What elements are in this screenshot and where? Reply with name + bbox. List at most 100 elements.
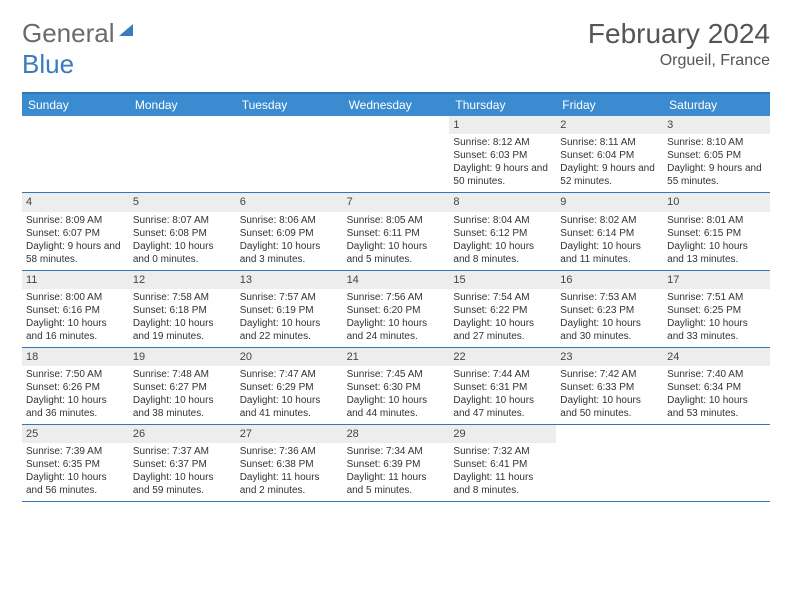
weekday-label: Monday — [129, 94, 236, 116]
sunrise-line: Sunrise: 8:06 AM — [240, 214, 339, 227]
sunset-line: Sunset: 6:37 PM — [133, 458, 232, 471]
daylight-line: Daylight: 9 hours and 58 minutes. — [26, 240, 125, 266]
day-number: 18 — [22, 348, 129, 366]
sunset-line: Sunset: 6:29 PM — [240, 381, 339, 394]
day-cell: . — [663, 425, 770, 501]
day-number: 19 — [129, 348, 236, 366]
daylight-line: Daylight: 9 hours and 55 minutes. — [667, 162, 766, 188]
daylight-line: Daylight: 10 hours and 56 minutes. — [26, 471, 125, 497]
sunrise-line: Sunrise: 7:45 AM — [347, 368, 446, 381]
day-number: 27 — [236, 425, 343, 443]
day-number: 21 — [343, 348, 450, 366]
day-cell: 9 Sunrise: 8:02 AMSunset: 6:14 PMDaylight… — [556, 193, 663, 269]
sunset-line: Sunset: 6:04 PM — [560, 149, 659, 162]
sunset-line: Sunset: 6:22 PM — [453, 304, 552, 317]
weekday-label: Friday — [556, 94, 663, 116]
day-number: 20 — [236, 348, 343, 366]
day-number: 12 — [129, 271, 236, 289]
day-number: 15 — [449, 271, 556, 289]
sunrise-line: Sunrise: 7:50 AM — [26, 368, 125, 381]
day-cell: 23 Sunrise: 7:42 AMSunset: 6:33 PMDayligh… — [556, 348, 663, 424]
week-row: 4Sunrise: 8:09 AMSunset: 6:07 PMDaylight… — [22, 193, 770, 270]
sunset-line: Sunset: 6:33 PM — [560, 381, 659, 394]
sunset-line: Sunset: 6:20 PM — [347, 304, 446, 317]
daylight-line: Daylight: 10 hours and 5 minutes. — [347, 240, 446, 266]
sunrise-line: Sunrise: 7:53 AM — [560, 291, 659, 304]
sunset-line: Sunset: 6:12 PM — [453, 227, 552, 240]
daylight-line: Daylight: 10 hours and 36 minutes. — [26, 394, 125, 420]
month-title: February 2024 — [588, 18, 770, 50]
day-cell: 8Sunrise: 8:04 AMSunset: 6:12 PMDaylight… — [449, 193, 556, 269]
header: General Blue February 2024 Orgueil, Fran… — [22, 18, 770, 80]
day-number: 9 — [556, 193, 663, 211]
day-cell: . — [343, 116, 450, 192]
daylight-line: Daylight: 10 hours and 16 minutes. — [26, 317, 125, 343]
day-cell: 28Sunrise: 7:34 AMSunset: 6:39 PMDayligh… — [343, 425, 450, 501]
day-cell: 14Sunrise: 7:56 AMSunset: 6:20 PMDayligh… — [343, 271, 450, 347]
sunrise-line: Sunrise: 7:32 AM — [453, 445, 552, 458]
day-cell: 7Sunrise: 8:05 AMSunset: 6:11 PMDaylight… — [343, 193, 450, 269]
weeks-container: ....1Sunrise: 8:12 AMSunset: 6:03 PMDayl… — [22, 116, 770, 502]
sunset-line: Sunset: 6:03 PM — [453, 149, 552, 162]
sunset-line: Sunset: 6:41 PM — [453, 458, 552, 471]
day-cell: 4Sunrise: 8:09 AMSunset: 6:07 PMDaylight… — [22, 193, 129, 269]
sunrise-line: Sunrise: 8:01 AM — [667, 214, 766, 227]
day-cell: 12Sunrise: 7:58 AMSunset: 6:18 PMDayligh… — [129, 271, 236, 347]
sunset-line: Sunset: 6:15 PM — [667, 227, 766, 240]
day-number: 24 — [663, 348, 770, 366]
sunrise-line: Sunrise: 7:47 AM — [240, 368, 339, 381]
sunset-line: Sunset: 6:09 PM — [240, 227, 339, 240]
sunrise-line: Sunrise: 8:02 AM — [560, 214, 659, 227]
day-cell: . — [236, 116, 343, 192]
day-cell: 2Sunrise: 8:11 AMSunset: 6:04 PMDaylight… — [556, 116, 663, 192]
daylight-line: Daylight: 9 hours and 52 minutes. — [560, 162, 659, 188]
day-cell: 29Sunrise: 7:32 AMSunset: 6:41 PMDayligh… — [449, 425, 556, 501]
day-cell: 17Sunrise: 7:51 AMSunset: 6:25 PMDayligh… — [663, 271, 770, 347]
daylight-line: Daylight: 10 hours and 11 minutes. — [560, 240, 659, 266]
daylight-line: Daylight: 10 hours and 50 minutes. — [560, 394, 659, 420]
daylight-line: Daylight: 10 hours and 19 minutes. — [133, 317, 232, 343]
sunrise-line: Sunrise: 7:44 AM — [453, 368, 552, 381]
daylight-line: Daylight: 10 hours and 59 minutes. — [133, 471, 232, 497]
daylight-line: Daylight: 10 hours and 47 minutes. — [453, 394, 552, 420]
sunset-line: Sunset: 6:26 PM — [26, 381, 125, 394]
sunset-line: Sunset: 6:19 PM — [240, 304, 339, 317]
sunrise-line: Sunrise: 7:34 AM — [347, 445, 446, 458]
sunset-line: Sunset: 6:14 PM — [560, 227, 659, 240]
day-cell: 11Sunrise: 8:00 AMSunset: 6:16 PMDayligh… — [22, 271, 129, 347]
day-number: 11 — [22, 271, 129, 289]
day-number: 5 — [129, 193, 236, 211]
sunset-line: Sunset: 6:07 PM — [26, 227, 125, 240]
week-row: 11Sunrise: 8:00 AMSunset: 6:16 PMDayligh… — [22, 271, 770, 348]
calendar-page: General Blue February 2024 Orgueil, Fran… — [0, 0, 792, 520]
day-number: 6 — [236, 193, 343, 211]
logo-word1: General — [22, 18, 115, 48]
daylight-line: Daylight: 10 hours and 44 minutes. — [347, 394, 446, 420]
sunrise-line: Sunrise: 8:07 AM — [133, 214, 232, 227]
day-number: 23 — [556, 348, 663, 366]
day-cell: 3Sunrise: 8:10 AMSunset: 6:05 PMDaylight… — [663, 116, 770, 192]
day-number: 29 — [449, 425, 556, 443]
daylight-line: Daylight: 10 hours and 30 minutes. — [560, 317, 659, 343]
sunrise-line: Sunrise: 8:09 AM — [26, 214, 125, 227]
day-number: 22 — [449, 348, 556, 366]
sunrise-line: Sunrise: 7:42 AM — [560, 368, 659, 381]
day-cell: 24Sunrise: 7:40 AMSunset: 6:34 PMDayligh… — [663, 348, 770, 424]
day-cell: 6Sunrise: 8:06 AMSunset: 6:09 PMDaylight… — [236, 193, 343, 269]
daylight-line: Daylight: 9 hours and 50 minutes. — [453, 162, 552, 188]
sunset-line: Sunset: 6:08 PM — [133, 227, 232, 240]
sunset-line: Sunset: 6:31 PM — [453, 381, 552, 394]
sunset-line: Sunset: 6:18 PM — [133, 304, 232, 317]
sunrise-line: Sunrise: 8:00 AM — [26, 291, 125, 304]
sunrise-line: Sunrise: 7:48 AM — [133, 368, 232, 381]
sunset-line: Sunset: 6:38 PM — [240, 458, 339, 471]
day-number: 2 — [556, 116, 663, 134]
day-cell: 13Sunrise: 7:57 AMSunset: 6:19 PMDayligh… — [236, 271, 343, 347]
daylight-line: Daylight: 10 hours and 0 minutes. — [133, 240, 232, 266]
logo-sail-icon — [119, 24, 133, 36]
day-cell: 27Sunrise: 7:36 AMSunset: 6:38 PMDayligh… — [236, 425, 343, 501]
sunset-line: Sunset: 6:25 PM — [667, 304, 766, 317]
sunset-line: Sunset: 6:05 PM — [667, 149, 766, 162]
sunrise-line: Sunrise: 7:37 AM — [133, 445, 232, 458]
day-cell: 5 Sunrise: 8:07 AMSunset: 6:08 PMDaylight… — [129, 193, 236, 269]
